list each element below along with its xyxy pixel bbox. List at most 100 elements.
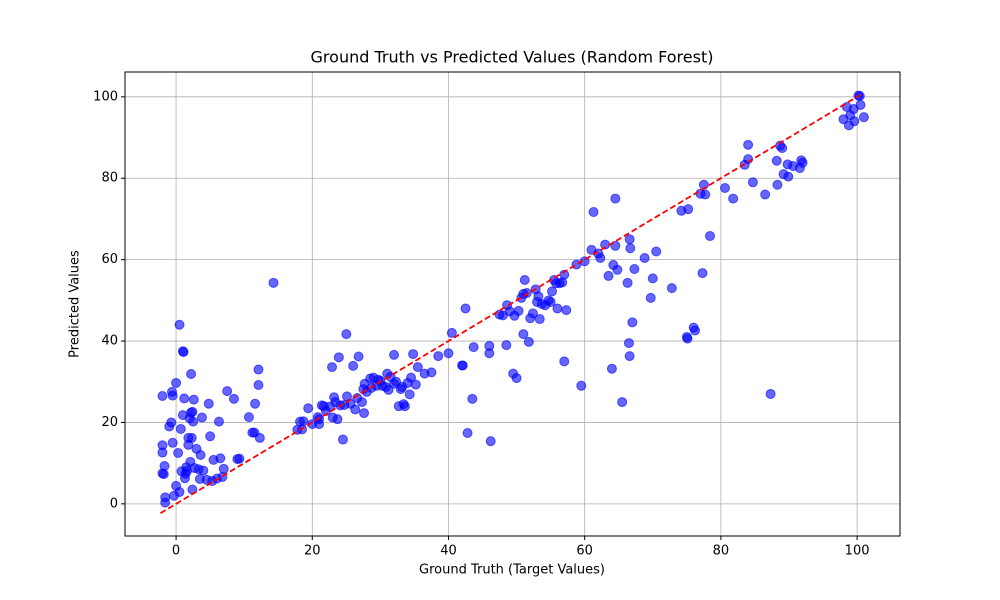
point — [408, 349, 419, 360]
x-tick-label: 60 — [576, 544, 593, 559]
point — [760, 189, 771, 200]
point — [527, 308, 538, 319]
point — [426, 367, 437, 378]
point — [174, 319, 185, 330]
point — [389, 349, 400, 360]
point — [350, 404, 361, 415]
chart-title: Ground Truth vs Predicted Values (Random… — [311, 48, 714, 67]
point — [462, 428, 473, 439]
point — [513, 305, 524, 316]
point — [651, 246, 662, 257]
x-tick-label: 100 — [845, 544, 870, 559]
point — [617, 397, 628, 408]
point — [625, 243, 636, 254]
point — [624, 351, 635, 362]
point — [858, 112, 869, 123]
point — [205, 431, 216, 442]
point — [327, 362, 338, 373]
point — [765, 388, 776, 399]
point — [683, 204, 694, 215]
point — [348, 360, 359, 371]
y-tick-label: 100 — [93, 89, 118, 104]
point — [250, 398, 261, 409]
point — [728, 193, 739, 204]
point — [485, 436, 496, 447]
point — [697, 268, 708, 279]
point — [243, 412, 254, 423]
point — [747, 177, 758, 188]
point — [627, 317, 638, 328]
point — [545, 296, 556, 307]
point — [561, 305, 572, 316]
point — [218, 463, 229, 474]
y-axis-label: Predicted Values — [68, 250, 83, 358]
point — [399, 401, 410, 412]
point — [700, 189, 711, 200]
point — [855, 99, 866, 110]
point — [303, 403, 314, 414]
point — [606, 363, 617, 374]
point — [647, 273, 658, 284]
point — [624, 234, 635, 245]
point — [622, 277, 633, 288]
point — [797, 157, 808, 168]
point — [612, 264, 623, 275]
point — [559, 356, 570, 367]
point — [588, 207, 599, 218]
x-tick-label: 80 — [713, 544, 730, 559]
point — [174, 487, 185, 498]
point — [215, 453, 226, 464]
point — [457, 360, 468, 371]
point — [534, 314, 545, 325]
point — [623, 338, 634, 349]
point — [332, 414, 343, 425]
point — [406, 372, 417, 383]
point — [595, 253, 606, 264]
y-tick-label: 0 — [110, 496, 118, 511]
point — [173, 447, 184, 458]
point — [666, 283, 677, 294]
point — [645, 292, 656, 303]
point — [518, 329, 529, 340]
point — [298, 416, 309, 427]
point — [682, 333, 693, 344]
point — [203, 398, 214, 409]
point — [484, 340, 495, 351]
point — [337, 434, 348, 445]
point — [467, 393, 478, 404]
point — [433, 351, 444, 362]
point — [446, 327, 457, 338]
point — [175, 423, 186, 434]
point — [167, 390, 178, 401]
point — [179, 393, 190, 404]
point — [228, 393, 239, 404]
point — [157, 390, 168, 401]
point — [253, 364, 264, 375]
point — [410, 379, 421, 390]
point — [639, 253, 650, 264]
point — [404, 389, 415, 400]
y-tick-label: 80 — [101, 171, 118, 186]
point — [511, 373, 522, 384]
point — [629, 263, 640, 274]
x-tick-label: 20 — [304, 544, 321, 559]
point — [196, 412, 207, 423]
point — [188, 394, 199, 405]
point — [268, 277, 279, 288]
point — [341, 329, 352, 340]
point — [186, 432, 197, 443]
point — [333, 352, 344, 363]
point — [195, 450, 206, 461]
point — [234, 453, 245, 464]
point — [198, 465, 209, 476]
point — [771, 155, 782, 166]
point — [460, 303, 471, 314]
point — [772, 179, 783, 190]
point — [501, 340, 512, 351]
point — [222, 386, 233, 397]
point — [443, 348, 454, 359]
x-axis-label: Ground Truth (Target Values) — [419, 563, 605, 578]
point — [704, 231, 715, 242]
point — [178, 347, 189, 358]
point — [188, 416, 199, 427]
